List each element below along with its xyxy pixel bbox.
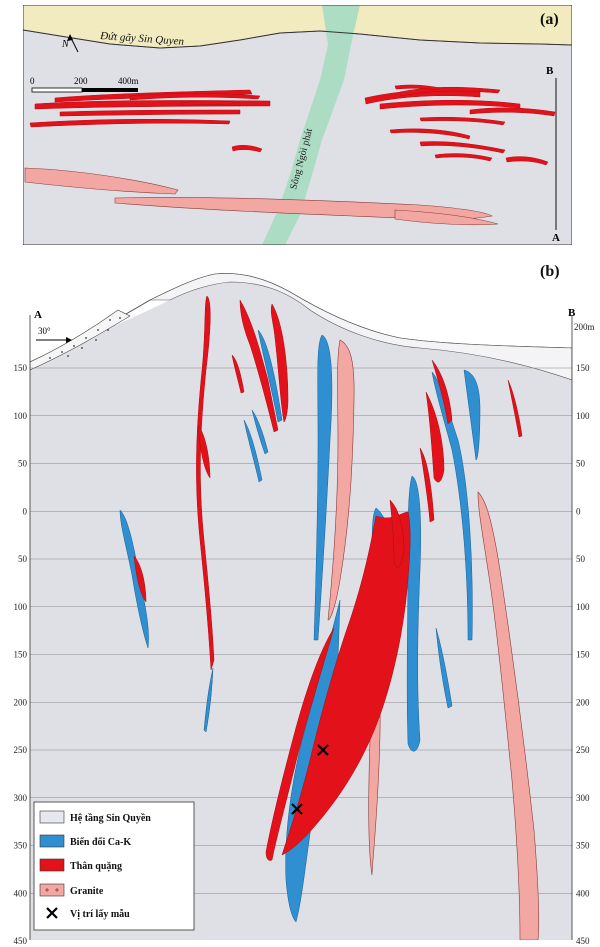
legend-granite-crosses <box>45 888 59 892</box>
section-end-b: B <box>546 65 554 77</box>
dip-arrow-icon <box>36 337 72 343</box>
depth-label-left: 300 <box>14 793 28 803</box>
depth-label-right: 150 <box>576 363 590 373</box>
dip-label: 30° <box>38 326 51 336</box>
panel-b-label: (b) <box>540 263 560 280</box>
depth-label-left: 400 <box>14 888 28 898</box>
ore-bodies <box>133 295 523 861</box>
scale-label-0: 0 <box>30 76 35 86</box>
depth-label-left: 150 <box>14 363 28 373</box>
scale-label-400: 400m <box>118 76 139 86</box>
depth-label-right: 50 <box>576 554 586 564</box>
depth-label-right: 0 <box>576 506 581 516</box>
map-granite <box>24 167 499 226</box>
scale-label-200: 200 <box>74 76 88 86</box>
depth-labels-right: 150 100 50 0 50 100 150 200 250 300 350 400 450 <box>576 363 590 946</box>
fault-label: Đứt gãy Sin Quyen <box>99 30 185 48</box>
depth-label-right: 50 <box>576 459 586 469</box>
panel-a-map <box>23 5 572 245</box>
sample-location-icon <box>291 803 303 815</box>
fault-line <box>23 29 572 49</box>
depth-label-left: 250 <box>14 745 28 755</box>
legend-label-alteration: Biến đổi Ca-K <box>70 837 131 848</box>
depth-labels-left: 150 100 50 0 50 100 150 200 250 300 350 400 450 <box>14 363 28 946</box>
depth-label-left: 0 <box>23 506 28 516</box>
section-left-end: A <box>34 309 42 321</box>
depth-label-left: 150 <box>14 650 28 660</box>
section-right-end: B <box>568 307 576 319</box>
depth-label-right: 350 <box>576 841 590 851</box>
depth-label-right: 400 <box>576 888 590 898</box>
legend-swatch-granite <box>39 883 65 897</box>
depth-label-left: 350 <box>14 841 28 851</box>
depth-label-left: 100 <box>14 411 28 421</box>
overburden-dots <box>49 317 121 359</box>
north-label: N <box>61 39 70 50</box>
legend-label-sample: Vị trí lấy mẫu <box>70 909 130 920</box>
surface-cap <box>149 273 572 381</box>
legend-sample-icon <box>46 907 58 919</box>
depth-label-left: 200 <box>14 697 28 707</box>
depth-label-right: 300 <box>576 793 590 803</box>
legend-swatch-alteration <box>39 834 65 848</box>
north-arrow-icon <box>67 34 79 53</box>
legend: Hệ tầng Sin Quyền Biến đổi Ca-K Thân quặ… <box>33 801 195 931</box>
section-start-a: A <box>552 232 560 244</box>
top-right-unit: 200m <box>574 322 595 332</box>
sample-location-icon <box>317 744 329 756</box>
depth-label-left: 50 <box>18 554 28 564</box>
legend-label-host: Hệ tầng Sin Quyền <box>70 813 151 824</box>
legend-swatch-host <box>39 810 65 824</box>
legend-label-ore: Thân quặng <box>70 861 122 872</box>
panel-a-label: (a) <box>540 11 559 28</box>
depth-label-left: 450 <box>14 936 28 946</box>
depth-label-right: 100 <box>576 411 590 421</box>
depth-label-right: 150 <box>576 650 590 660</box>
panel-b-section <box>30 273 572 940</box>
depth-label-left: 100 <box>14 602 28 612</box>
depth-label-right: 200 <box>576 697 590 707</box>
sample-markers <box>291 744 329 815</box>
overburden <box>30 309 131 371</box>
legend-swatch-ore <box>39 858 65 872</box>
river <box>262 5 360 245</box>
legend-label-granite: Granite <box>70 886 104 897</box>
depth-label-right: 450 <box>576 936 590 946</box>
depth-label-right: 100 <box>576 602 590 612</box>
depth-label-right: 250 <box>576 745 590 755</box>
scale-bar <box>31 87 138 93</box>
depth-label-left: 50 <box>18 459 28 469</box>
map-ore-veins <box>29 84 556 166</box>
